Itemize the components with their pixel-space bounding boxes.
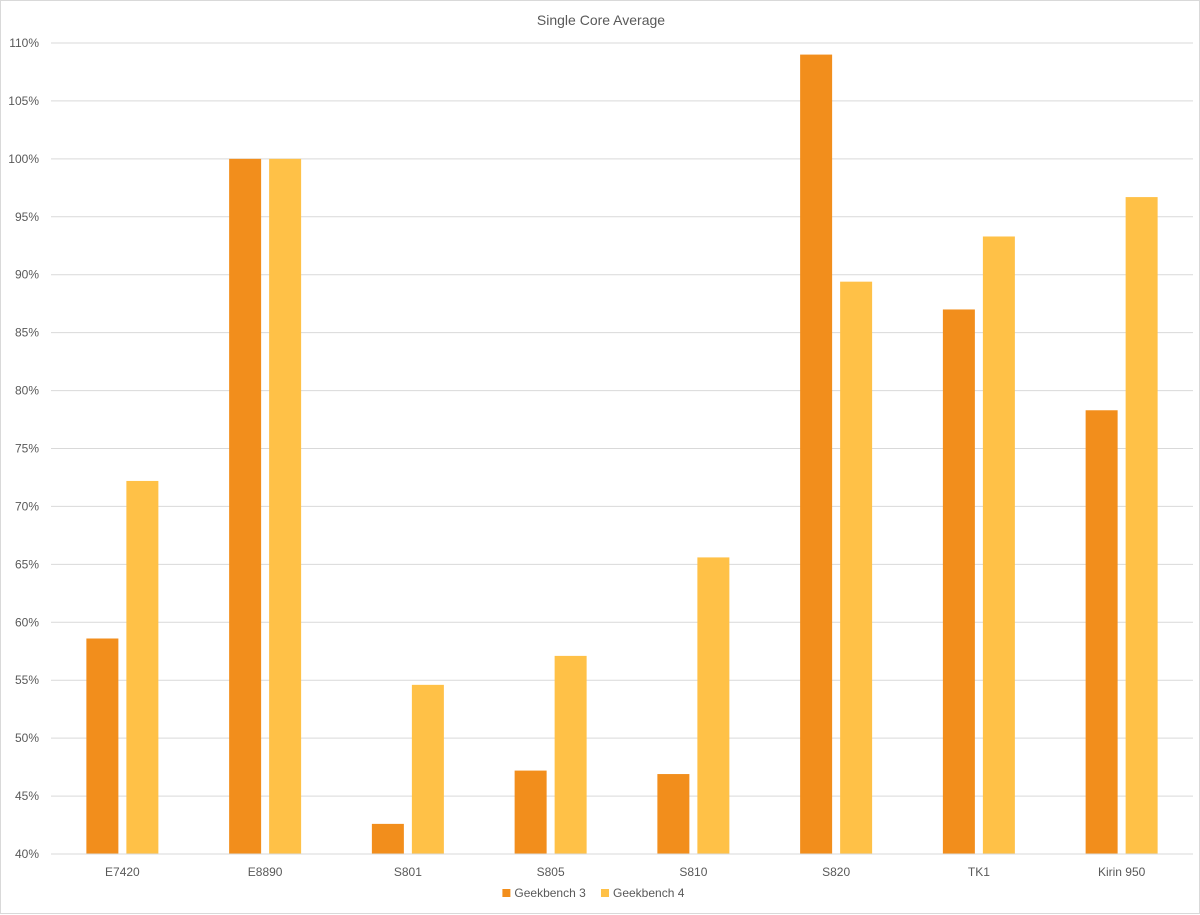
y-tick-label: 110% [9, 36, 39, 50]
x-tick-label: S805 [537, 865, 565, 879]
x-tick-label: S810 [679, 865, 707, 879]
bar-e8890-series-1 [229, 158, 262, 854]
bar-s805-series-1 [514, 770, 547, 854]
axes: 40% 45% 50% 55% 60% 65% 70% 75% 80% 85% 90% 95% 100%… [8, 36, 1193, 879]
bar-s801-series-1 [371, 823, 404, 854]
bar-e7420-series-1 [86, 638, 119, 854]
x-tick-label: E7420 [105, 865, 140, 879]
bar-tk1-series-1 [942, 309, 975, 854]
y-tick-label: 100% [8, 152, 39, 166]
y-tick-label: 50% [15, 731, 39, 745]
x-tick-label: S801 [394, 865, 422, 879]
legend-label: Geekbench 3 [514, 886, 586, 900]
y-tick-label: 95% [15, 210, 39, 224]
y-tick-label: 75% [15, 442, 39, 456]
legend: Geekbench 3 Geekbench 4 [502, 886, 685, 900]
bar-s820-series-2 [840, 281, 873, 854]
y-tick-label: 70% [15, 499, 39, 513]
bars [86, 54, 1158, 855]
x-tick-label: Kirin 950 [1098, 865, 1146, 879]
y-tick-label: 40% [15, 847, 39, 861]
y-tick-label: 55% [15, 673, 39, 687]
bar-s810-series-2 [697, 557, 730, 854]
bar-e8890-series-2 [269, 158, 302, 854]
x-tick-label: E8890 [248, 865, 283, 879]
y-tick-label: 65% [15, 557, 39, 571]
bar-e7420-series-2 [126, 480, 159, 854]
y-tick-label: 105% [8, 94, 39, 108]
x-tick-label: S820 [822, 865, 850, 879]
legend-swatch [601, 889, 609, 897]
gridlines [51, 42, 1193, 855]
chart-title: Single Core Average [537, 12, 665, 28]
x-tick-label: TK1 [968, 865, 990, 879]
y-tick-label: 45% [15, 789, 39, 803]
y-tick-label: 85% [15, 326, 39, 340]
y-tick-label: 80% [15, 384, 39, 398]
bar-s810-series-1 [657, 774, 690, 854]
bar-s801-series-2 [411, 684, 444, 854]
bar-tk1-series-2 [982, 236, 1015, 854]
bar-kirin-950-series-2 [1125, 197, 1158, 855]
y-tick-label: 60% [15, 615, 39, 629]
bar-kirin-950-series-1 [1085, 410, 1118, 854]
legend-label: Geekbench 4 [613, 886, 685, 900]
legend-swatch [502, 889, 511, 897]
bar-s805-series-2 [554, 655, 587, 854]
y-tick-label: 90% [15, 268, 39, 282]
bar-s820-series-1 [800, 54, 833, 855]
